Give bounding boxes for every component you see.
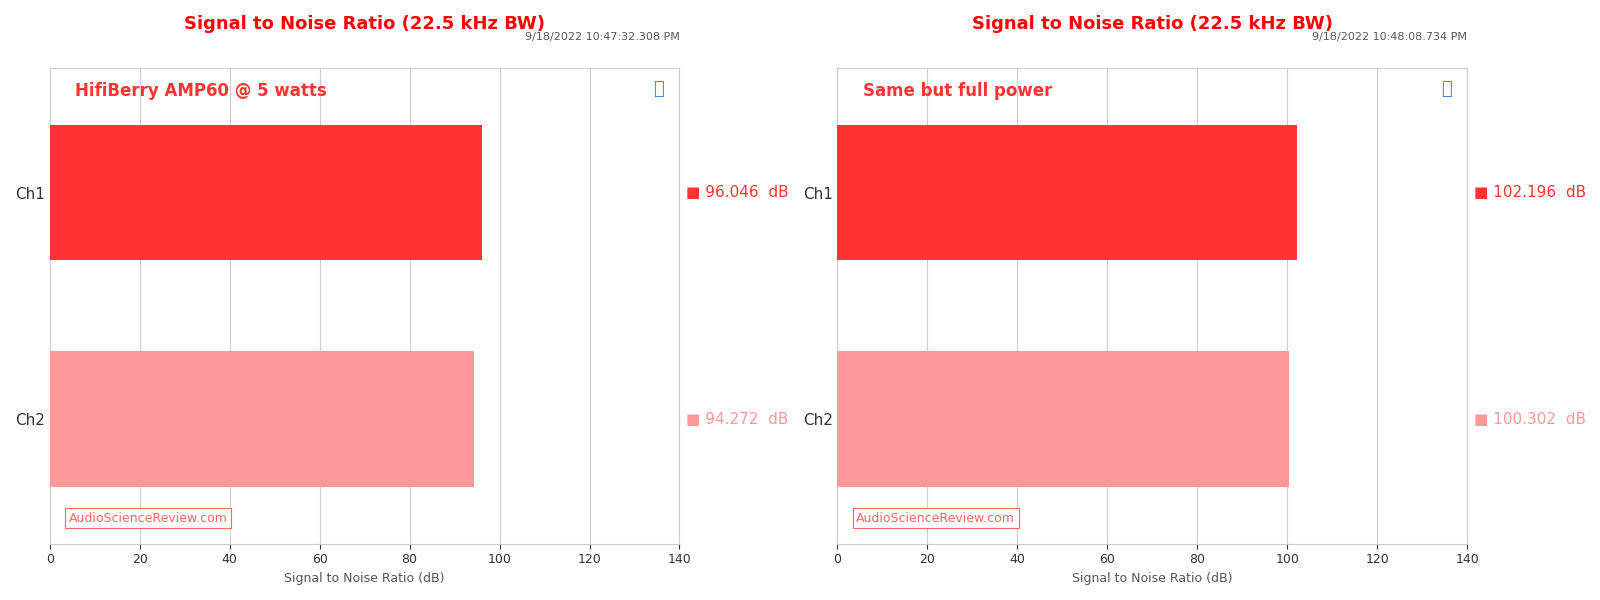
Title: Signal to Noise Ratio (22.5 kHz BW): Signal to Noise Ratio (22.5 kHz BW)	[184, 15, 546, 33]
Text: Ⓐ: Ⓐ	[1440, 80, 1451, 98]
Title: Signal to Noise Ratio (22.5 kHz BW): Signal to Noise Ratio (22.5 kHz BW)	[971, 15, 1333, 33]
Text: ■ 100.302  dB: ■ 100.302 dB	[1474, 412, 1586, 427]
Text: ■ 96.046  dB: ■ 96.046 dB	[686, 185, 789, 200]
Bar	[50, 351, 474, 487]
X-axis label: Signal to Noise Ratio (dB): Signal to Noise Ratio (dB)	[1072, 572, 1232, 585]
Bar	[837, 125, 1298, 260]
Text: 9/18/2022 10:48:08.734 PM: 9/18/2022 10:48:08.734 PM	[1312, 32, 1467, 42]
Text: ■ 94.272  dB: ■ 94.272 dB	[686, 412, 789, 427]
Text: Ⓐ: Ⓐ	[653, 80, 664, 98]
Text: Same but full power: Same but full power	[862, 82, 1053, 100]
Text: 16 bits of dynamic range (excellent): 16 bits of dynamic range (excellent)	[101, 144, 440, 162]
Text: AudioScienceReview.com: AudioScienceReview.com	[69, 512, 227, 524]
Text: 17 bits of dynamic range (excellent): 17 bits of dynamic range (excellent)	[888, 144, 1227, 162]
Text: 9/18/2022 10:47:32.308 PM: 9/18/2022 10:47:32.308 PM	[525, 32, 680, 42]
Text: AudioScienceReview.com: AudioScienceReview.com	[856, 512, 1016, 524]
Bar	[837, 351, 1288, 487]
Bar	[50, 125, 482, 260]
Text: HifiBerry AMP60 @ 5 watts: HifiBerry AMP60 @ 5 watts	[75, 82, 326, 100]
Text: ■ 102.196  dB: ■ 102.196 dB	[1474, 185, 1586, 200]
X-axis label: Signal to Noise Ratio (dB): Signal to Noise Ratio (dB)	[285, 572, 445, 585]
